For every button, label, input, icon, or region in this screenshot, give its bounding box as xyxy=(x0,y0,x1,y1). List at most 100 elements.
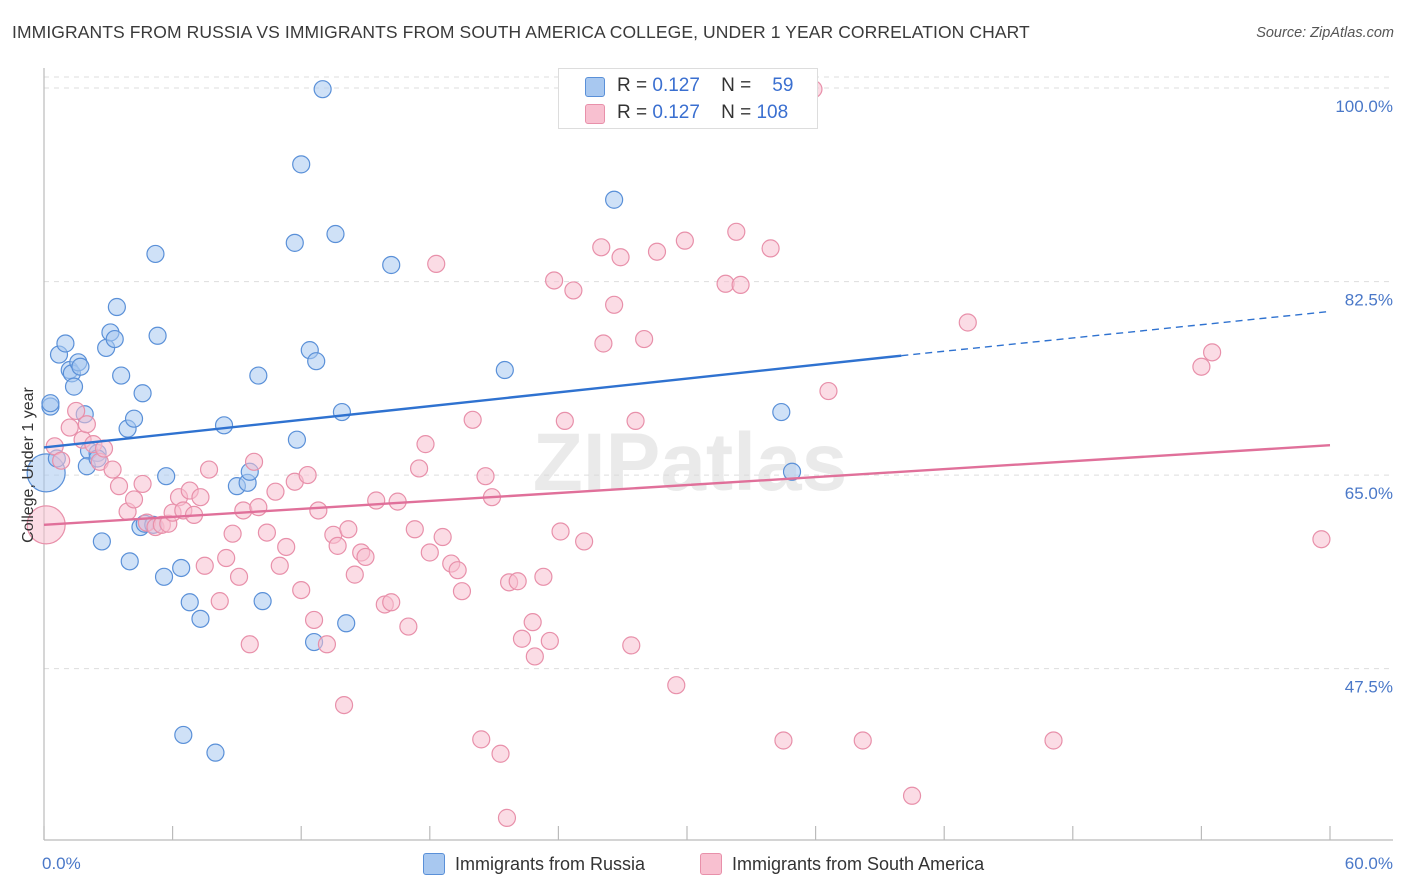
south-america-point xyxy=(195,556,214,575)
south-america-point xyxy=(266,482,285,501)
south-america-point xyxy=(433,527,452,547)
south-america-point xyxy=(452,582,472,601)
legend-n-label: N = xyxy=(721,102,752,123)
south-america-point xyxy=(1203,343,1222,362)
legend-swatch-south-america xyxy=(585,104,605,124)
south-america-point xyxy=(626,411,645,431)
south-america-point xyxy=(304,610,324,630)
south-america-point xyxy=(217,548,236,568)
russia-point xyxy=(64,377,84,396)
south-america-point xyxy=(716,274,735,293)
russia-point xyxy=(206,743,225,762)
x-tick-label-max: 60.0% xyxy=(1345,854,1393,873)
south-america-point xyxy=(545,271,564,290)
south-america-point xyxy=(416,435,435,454)
south-america-point xyxy=(345,565,364,584)
south-america-point xyxy=(635,329,654,349)
russia-point xyxy=(292,155,311,174)
trend-lines xyxy=(43,310,1331,527)
legend-r-label: R = xyxy=(617,75,648,96)
russia-point xyxy=(180,593,199,612)
legend-label-south-america: Immigrants from South America xyxy=(732,854,985,874)
south-america-point xyxy=(109,477,129,496)
south-america-point xyxy=(405,520,424,539)
legend-swatch-south-america xyxy=(700,853,722,875)
y-tick-label: 65.0% xyxy=(1345,484,1393,503)
russia-point xyxy=(782,462,802,481)
south-america-point xyxy=(555,411,574,431)
legend-n-label: N = xyxy=(721,75,752,96)
x-tick-label-min: 0.0% xyxy=(42,854,81,873)
source-note: Source: ZipAtlas.com xyxy=(1256,25,1394,41)
south-america-point xyxy=(60,418,79,437)
russia-point xyxy=(41,394,60,413)
south-america-point xyxy=(409,459,429,478)
south-america-point xyxy=(594,334,613,353)
south-america-point xyxy=(564,281,583,300)
correlation-legend: R = 0.127 N = 59 R = 0.127 N = 108 xyxy=(558,68,818,129)
russia-point xyxy=(107,297,126,317)
chart-title: IMMIGRANTS FROM RUSSIA VS IMMIGRANTS FRO… xyxy=(12,22,1030,42)
south-america-point xyxy=(463,410,482,429)
legend-swatch-russia xyxy=(585,77,605,97)
south-america-point xyxy=(958,313,977,332)
south-america-point xyxy=(512,629,532,648)
south-america-point xyxy=(592,238,611,257)
russia-point xyxy=(287,430,307,449)
russia-point xyxy=(495,360,514,380)
south-america-point xyxy=(298,465,317,485)
legend-r-label: R = xyxy=(617,102,648,123)
axis-layer: 47.5% 65.0% 82.5% 100.0% xyxy=(43,68,1393,841)
south-america-point xyxy=(124,490,144,509)
russia-point xyxy=(307,352,326,371)
south-america-point xyxy=(853,731,872,750)
south-america-point xyxy=(727,222,746,241)
russia-point xyxy=(124,409,144,428)
y-tick-label: 82.5% xyxy=(1345,291,1393,310)
south-america-point xyxy=(367,491,386,510)
south-america-point xyxy=(605,295,624,314)
legend-r-value-south-america: 0.127 xyxy=(652,102,700,123)
russia-point xyxy=(146,244,165,264)
legend-r-value-russia: 0.127 xyxy=(652,75,700,96)
south-america-point xyxy=(667,676,686,695)
south-america-point xyxy=(199,460,219,479)
south-america-point xyxy=(448,561,467,580)
south-america-point xyxy=(420,543,439,562)
south-america-point xyxy=(675,231,694,250)
south-america-point xyxy=(270,556,289,575)
russia-point xyxy=(148,326,167,345)
russia-point xyxy=(249,366,268,385)
south-america-point xyxy=(52,451,71,470)
south-america-point xyxy=(774,731,793,750)
south-america-point xyxy=(497,808,517,827)
russia-point xyxy=(56,334,75,353)
series-legend: Immigrants from Russia Immigrants from S… xyxy=(0,852,1406,878)
south-america-point xyxy=(523,613,542,632)
south-america-point xyxy=(77,415,96,434)
south-america-point xyxy=(257,523,277,542)
south-america-point xyxy=(1192,357,1211,376)
south-america-point xyxy=(427,254,446,273)
south-america-point xyxy=(191,488,210,507)
south-america-point xyxy=(1044,731,1063,750)
south-america-point xyxy=(731,275,750,294)
legend-n-value-south-america: 108 xyxy=(756,102,789,123)
south-america-point xyxy=(103,460,122,479)
russia-point xyxy=(285,233,304,252)
watermark: ZIPatlas xyxy=(533,417,847,508)
russia-point xyxy=(382,255,401,275)
south-america-point xyxy=(476,467,495,486)
y-tick-label: 100.0% xyxy=(1335,97,1393,116)
y-tick-label: 47.5% xyxy=(1345,678,1393,697)
south-america-point xyxy=(1312,530,1331,549)
south-america-point xyxy=(902,786,922,805)
russia-point xyxy=(157,467,176,486)
russia-point xyxy=(120,552,139,571)
south-america-point xyxy=(761,239,780,258)
south-america-point xyxy=(508,572,527,591)
south-america-point xyxy=(223,524,242,543)
south-america-point xyxy=(472,730,491,749)
south-america-point xyxy=(277,537,296,557)
